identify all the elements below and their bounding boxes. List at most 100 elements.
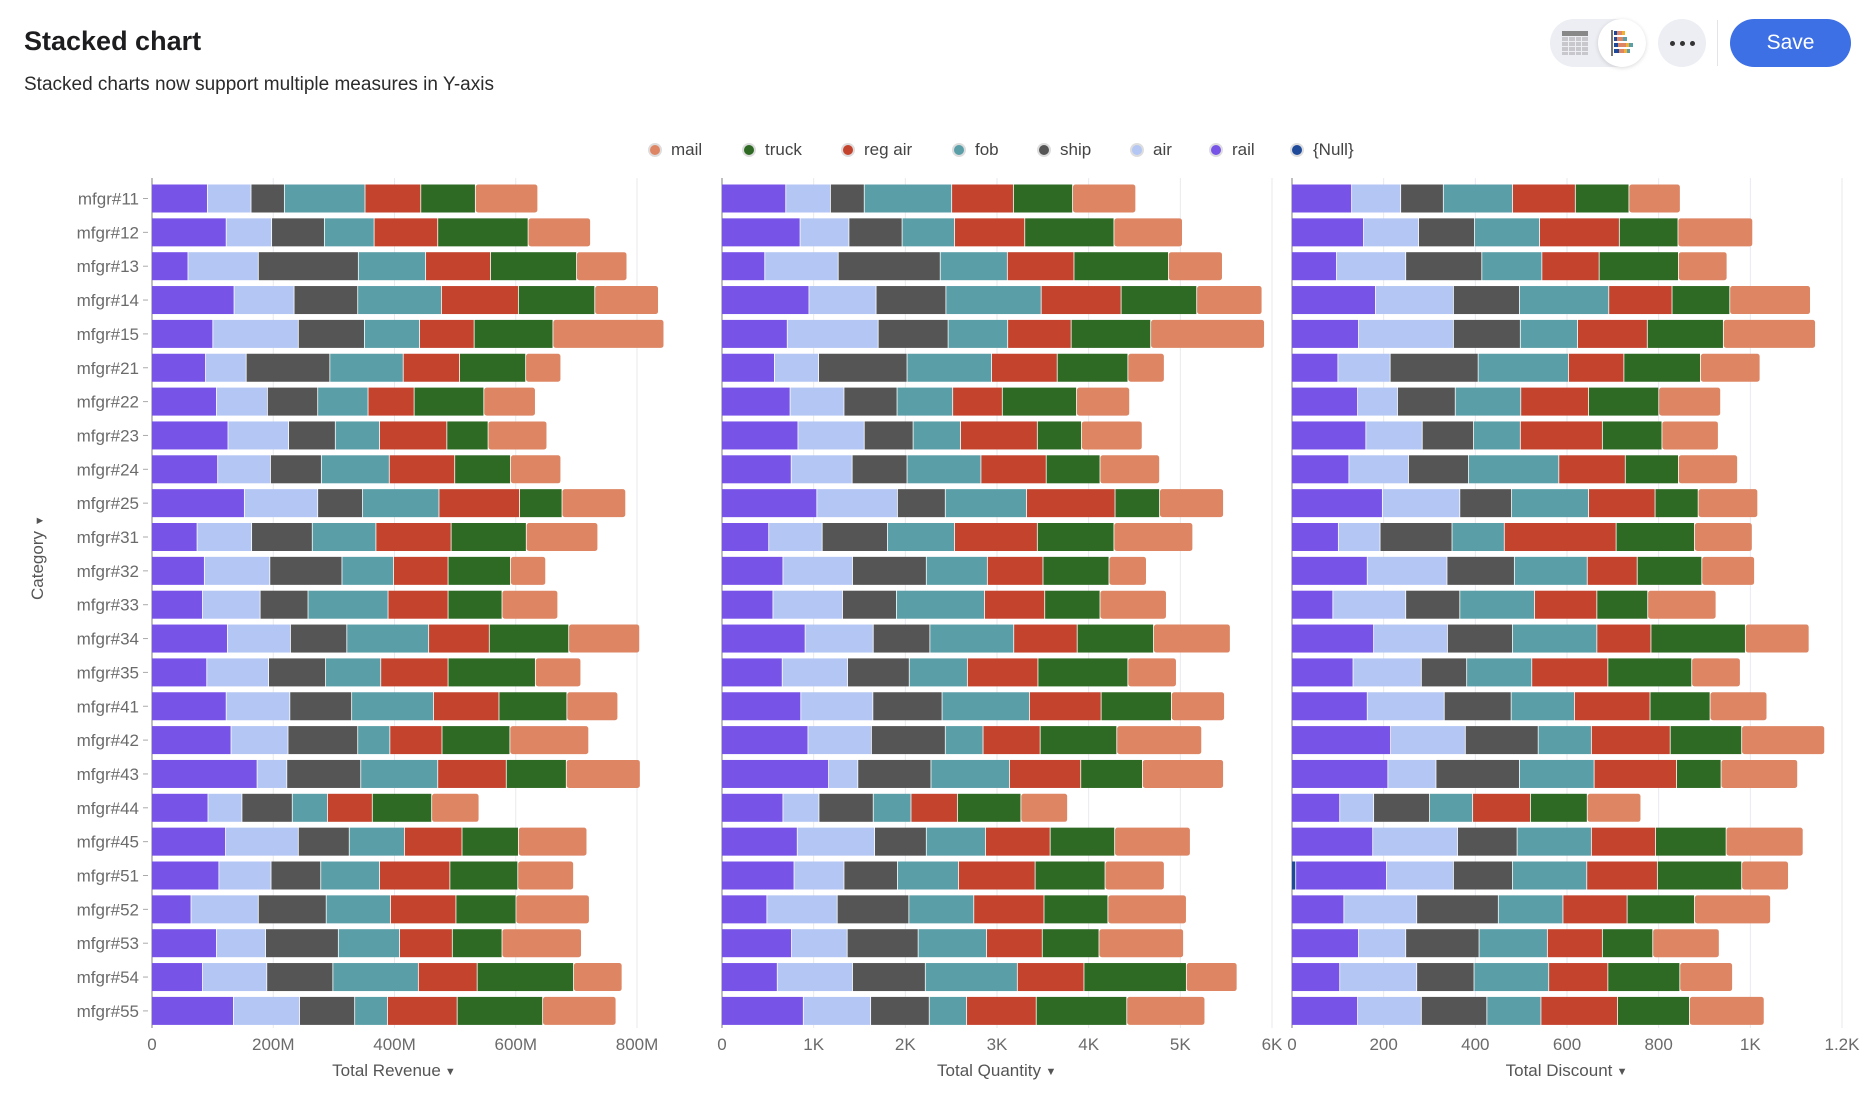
bar-segment-fob[interactable] bbox=[945, 489, 1027, 518]
bar-segment-ship[interactable] bbox=[246, 353, 330, 382]
bar-mfgr#13[interactable] bbox=[152, 252, 627, 281]
bar-segment-rail[interactable] bbox=[1292, 218, 1364, 247]
bar-segment-air[interactable] bbox=[227, 624, 291, 653]
bar-mfgr#45[interactable] bbox=[722, 827, 1190, 856]
bar-segment-rail[interactable] bbox=[722, 793, 783, 822]
bar-mfgr#42[interactable] bbox=[1292, 726, 1825, 755]
bar-mfgr#54[interactable] bbox=[1292, 963, 1733, 992]
bar-mfgr#31[interactable] bbox=[1292, 523, 1752, 551]
bar-segment-air[interactable] bbox=[791, 929, 847, 958]
bar-segment-regair[interactable] bbox=[1009, 759, 1081, 788]
chart-view-button[interactable] bbox=[1598, 19, 1646, 67]
bar-segment-fob[interactable] bbox=[1474, 963, 1549, 992]
bar-segment-truck[interactable] bbox=[1602, 929, 1653, 958]
bar-segment-air[interactable] bbox=[1333, 590, 1406, 619]
bar-segment-fob[interactable] bbox=[942, 692, 1030, 721]
bar-segment-mail[interactable] bbox=[528, 218, 591, 247]
bar-segment-truck[interactable] bbox=[1670, 726, 1742, 755]
bar-segment-air[interactable] bbox=[1358, 319, 1453, 348]
bar-mfgr#22[interactable] bbox=[152, 387, 535, 416]
bar-mfgr#31[interactable] bbox=[152, 523, 598, 551]
bar-segment-rail[interactable] bbox=[152, 489, 244, 518]
bar-segment-ship[interactable] bbox=[265, 929, 338, 958]
bar-segment-regair[interactable] bbox=[441, 286, 518, 315]
bar-segment-air[interactable] bbox=[828, 759, 858, 788]
bar-segment-regair[interactable] bbox=[365, 184, 421, 213]
bar-segment-ship[interactable] bbox=[1447, 556, 1514, 585]
bar-segment-air[interactable] bbox=[205, 353, 246, 382]
bar-segment-air[interactable] bbox=[1358, 929, 1406, 958]
bar-segment-regair[interactable] bbox=[1574, 692, 1650, 721]
bar-mfgr#54[interactable] bbox=[152, 963, 622, 992]
bar-segment-fob[interactable] bbox=[333, 963, 418, 992]
bar-segment-truck[interactable] bbox=[1037, 523, 1114, 551]
bar-mfgr#43[interactable] bbox=[1292, 759, 1798, 788]
bar-segment-truck[interactable] bbox=[519, 489, 562, 518]
bar-segment-air[interactable] bbox=[786, 184, 831, 213]
bar-segment-regair[interactable] bbox=[1541, 996, 1618, 1025]
bar-segment-mail[interactable] bbox=[1151, 319, 1265, 348]
bar-segment-regair[interactable] bbox=[1594, 759, 1677, 788]
bar-segment-regair[interactable] bbox=[393, 556, 448, 585]
bar-segment-ship[interactable] bbox=[1453, 319, 1520, 348]
bar-segment-regair[interactable] bbox=[388, 590, 448, 619]
bar-segment-mail[interactable] bbox=[1653, 929, 1719, 958]
bar-mfgr#43[interactable] bbox=[722, 759, 1224, 788]
bar-segment-regair[interactable] bbox=[981, 455, 1046, 484]
bar-segment-mail[interactable] bbox=[1114, 523, 1193, 551]
bar-segment-regair[interactable] bbox=[983, 726, 1040, 755]
bar-segment-rail[interactable] bbox=[152, 861, 219, 890]
bar-segment-fob[interactable] bbox=[1512, 861, 1587, 890]
bar-segment-mail[interactable] bbox=[1723, 319, 1816, 348]
bar-segment-ship[interactable] bbox=[251, 184, 284, 213]
bar-segment-air[interactable] bbox=[228, 421, 289, 450]
bar-segment-ship[interactable] bbox=[876, 286, 946, 315]
bar-segment-mail[interactable] bbox=[510, 726, 589, 755]
bar-segment-regair[interactable] bbox=[419, 319, 474, 348]
bar-segment-air[interactable] bbox=[765, 252, 838, 281]
bar-segment-truck[interactable] bbox=[1042, 929, 1099, 958]
bar-segment-mail[interactable] bbox=[1730, 286, 1811, 315]
bar-segment-rail[interactable] bbox=[152, 319, 213, 348]
bar-segment-truck[interactable] bbox=[1647, 319, 1723, 348]
bar-segment-ship[interactable] bbox=[1457, 827, 1517, 856]
bar-segment-truck[interactable] bbox=[1589, 387, 1659, 416]
bar-mfgr#14[interactable] bbox=[152, 286, 659, 315]
bar-segment-regair[interactable] bbox=[374, 218, 438, 247]
bar-segment-truck[interactable] bbox=[499, 692, 567, 721]
bar-segment-ship[interactable] bbox=[270, 455, 321, 484]
bar-segment-ship[interactable] bbox=[294, 286, 358, 315]
bar-segment-regair[interactable] bbox=[991, 353, 1057, 382]
bar-mfgr#34[interactable] bbox=[722, 624, 1230, 653]
bar-segment-air[interactable] bbox=[1363, 218, 1419, 247]
bar-segment-truck[interactable] bbox=[459, 353, 526, 382]
bar-segment-truck[interactable] bbox=[1071, 319, 1151, 348]
bar-segment-ship[interactable] bbox=[847, 658, 909, 687]
bar-segment-fob[interactable] bbox=[1473, 421, 1520, 450]
bar-segment-rail[interactable] bbox=[722, 489, 817, 518]
bar-segment-fob[interactable] bbox=[362, 489, 439, 518]
bar-segment-truck[interactable] bbox=[518, 286, 595, 315]
bar-segment-air[interactable] bbox=[797, 827, 875, 856]
bar-segment-mail[interactable] bbox=[1742, 726, 1825, 755]
x-axis-title[interactable]: Total Quantity bbox=[937, 1061, 1041, 1080]
bar-segment-mail[interactable] bbox=[1117, 726, 1202, 755]
bar-segment-rail[interactable] bbox=[722, 523, 769, 551]
bar-segment-air[interactable] bbox=[777, 963, 853, 992]
bar-segment-ship[interactable] bbox=[852, 556, 926, 585]
bar-segment-truck[interactable] bbox=[1616, 523, 1695, 551]
bar-segment-ship[interactable] bbox=[1418, 218, 1475, 247]
bar-segment-fob[interactable] bbox=[930, 624, 1014, 653]
bar-segment-fob[interactable] bbox=[1512, 624, 1597, 653]
bar-segment-air[interactable] bbox=[1338, 523, 1380, 551]
bar-segment-truck[interactable] bbox=[448, 658, 535, 687]
bar-segment-mail[interactable] bbox=[576, 252, 627, 281]
bar-segment-regair[interactable] bbox=[399, 929, 452, 958]
bar-segment-regair[interactable] bbox=[985, 827, 1050, 856]
bar-mfgr#24[interactable] bbox=[152, 455, 561, 484]
bar-segment-ship[interactable] bbox=[1465, 726, 1538, 755]
bar-segment-rail[interactable] bbox=[1292, 252, 1337, 281]
bar-segment-rail[interactable] bbox=[1292, 184, 1352, 213]
bar-mfgr#31[interactable] bbox=[722, 523, 1193, 551]
bar-segment-regair[interactable] bbox=[1568, 353, 1624, 382]
